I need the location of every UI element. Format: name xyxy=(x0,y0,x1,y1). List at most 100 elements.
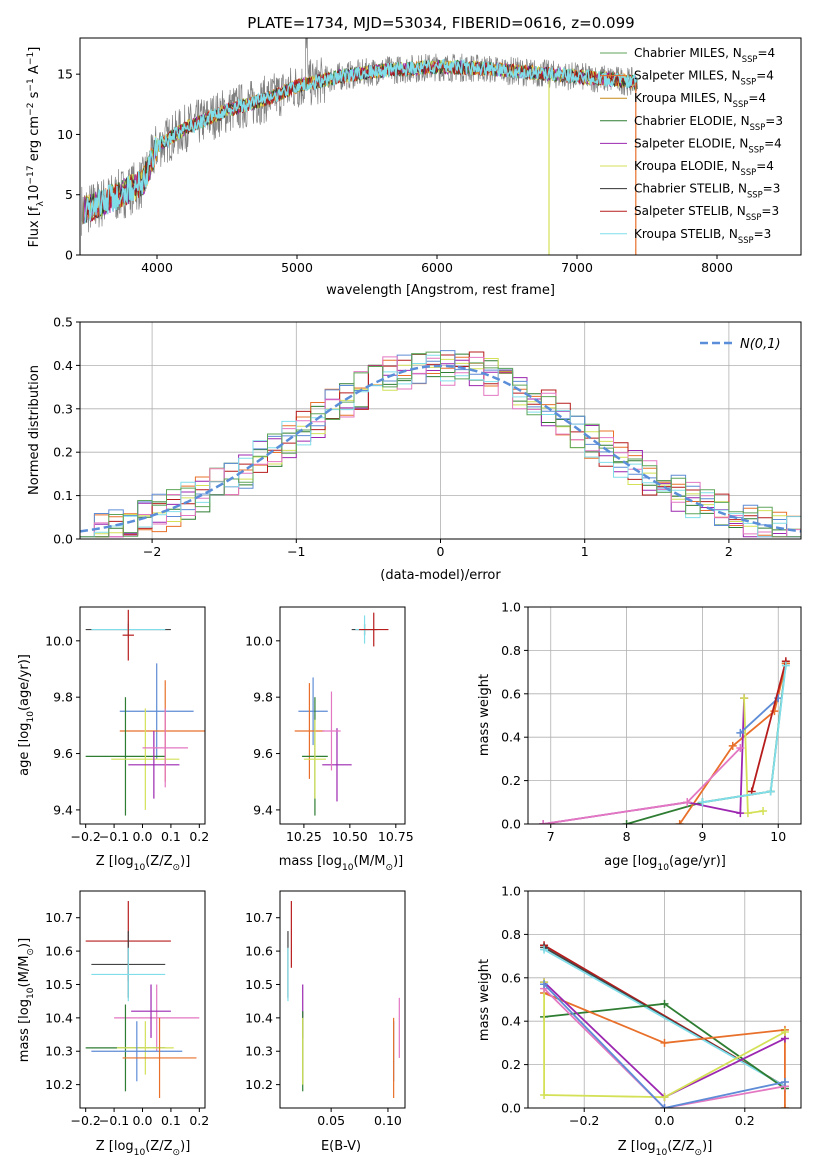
y-tick-label: 1.0 xyxy=(501,600,521,615)
plus-marker xyxy=(728,741,737,750)
histogram-step-line xyxy=(80,354,801,538)
mass-weight-line xyxy=(543,987,786,1108)
x-tick-label: 5000 xyxy=(281,260,313,275)
x-axis-label: E(B-V) xyxy=(321,1139,361,1154)
x-tick-label: 0.2 xyxy=(189,829,209,844)
plus-marker xyxy=(766,787,775,796)
plot-area xyxy=(528,891,801,1108)
mass-weight-vs-metallicity-panel: −0.2 0.0 0.2 0.0 0.2 0.4 0.6 0.8 1.0 Z [log10(Z/Z… xyxy=(477,884,802,1158)
mass-weight-line xyxy=(739,697,779,734)
x-tick-label: 0.2 xyxy=(189,1113,209,1128)
y-tick-label: 0.2 xyxy=(501,1057,521,1072)
y-tick-label: 0.1 xyxy=(53,488,73,503)
x-tick-label: −0.2 xyxy=(71,829,101,844)
y-axis-label: age [log10(age/yr)] xyxy=(17,654,36,776)
x-tick-label: 1 xyxy=(581,544,589,559)
x-tick-label: 0.0 xyxy=(655,1113,675,1128)
age-vs-mass-panel: 10.25 10.50 10.75 9.4 9.6 9.8 10.0 mass [log10(… xyxy=(245,606,414,873)
plus-marker xyxy=(759,806,768,815)
x-tick-label: −0.1 xyxy=(99,829,129,844)
x-tick-label: −2 xyxy=(143,544,161,559)
x-axis-label: (data-model)/error xyxy=(380,568,501,583)
y-tick-label: 9.4 xyxy=(53,802,73,817)
x-tick-label: 6000 xyxy=(421,260,453,275)
y-tick-label: 10.2 xyxy=(245,1077,273,1092)
y-tick-label: 5 xyxy=(65,187,73,202)
y-tick-label: 9.6 xyxy=(53,746,73,761)
y-tick-label: 0.0 xyxy=(53,532,73,547)
axes-frame xyxy=(279,606,406,825)
mass-weight-line xyxy=(678,663,787,824)
y-axis-label: Flux [fλ10−17 erg cm−2 s−1 A−1] xyxy=(26,47,46,248)
x-tick-label: 0.0 xyxy=(133,829,153,844)
y-tick-label: 10.7 xyxy=(45,910,73,925)
plot-area xyxy=(85,609,205,816)
x-tick-label: −0.1 xyxy=(99,1113,129,1128)
y-tick-label: 10.0 xyxy=(45,633,73,648)
x-tick-label: 0.05 xyxy=(317,1113,345,1128)
plus-marker xyxy=(660,1104,669,1108)
axes-frame xyxy=(79,37,802,256)
y-tick-label: 10.6 xyxy=(45,944,73,959)
y-tick-label: 10.2 xyxy=(45,1077,73,1092)
y-tick-label: 0.4 xyxy=(501,730,521,745)
plus-marker xyxy=(540,1090,549,1099)
y-tick-label: 10.0 xyxy=(245,633,273,648)
x-tick-label: 0.1 xyxy=(161,829,181,844)
legend-label: Kroupa ELODIE, NSSP=4 xyxy=(634,159,774,177)
y-axis-label: Normed distribution xyxy=(27,365,42,495)
y-tick-label: 10.5 xyxy=(45,977,73,992)
x-tick-label: 0.2 xyxy=(735,1113,755,1128)
x-tick-label: 4000 xyxy=(141,260,173,275)
plus-marker xyxy=(660,1038,669,1047)
plus-marker xyxy=(780,1077,789,1086)
legend-label: Chabrier ELODIE, NSSP=3 xyxy=(634,114,783,132)
plus-marker xyxy=(698,798,707,807)
mass-weight-line xyxy=(543,992,786,1108)
x-tick-label: 9 xyxy=(698,829,706,844)
legend-label: Salpeter ELODIE, NSSP=4 xyxy=(634,136,782,154)
axes-frame xyxy=(527,606,802,825)
residual-histogram-panel: −2 −1 0 1 2 0.0 0.1 0.2 0.3 0.4 0.5 N(0,1) (data-mod… xyxy=(27,315,802,583)
plus-marker xyxy=(780,1104,789,1108)
x-tick-label: 10.75 xyxy=(378,829,414,844)
y-tick-label: 10 xyxy=(57,127,73,142)
plus-marker xyxy=(736,809,745,818)
y-tick-label: 0.4 xyxy=(53,358,73,373)
mass-vs-ebv-panel: 0.05 0.10 10.2 10.3 10.4 10.5 10.6 10.7 E(B-V) xyxy=(245,890,406,1154)
plus-marker xyxy=(539,820,548,824)
legend-label: N(0,1) xyxy=(740,337,781,352)
gaussian-reference-line xyxy=(80,364,801,533)
x-tick-label: 8000 xyxy=(701,260,733,275)
plus-marker xyxy=(622,820,631,824)
plot-area xyxy=(81,38,638,255)
x-tick-label: −0.2 xyxy=(71,1113,101,1128)
x-axis-label: Z [log10(Z/Z⊙)] xyxy=(618,1139,713,1158)
x-tick-label: −0.2 xyxy=(569,1113,599,1128)
x-tick-label: 7 xyxy=(547,829,555,844)
age-vs-metallicity-panel: −0.2−0.1 0.0 0.1 0.2 9.4 9.6 9.8 10.0 Z [log10(Z… xyxy=(17,606,209,873)
legend-label: Chabrier MILES, NSSP=4 xyxy=(634,46,775,64)
plus-marker xyxy=(540,945,549,954)
y-tick-label: 10.3 xyxy=(45,1044,73,1059)
legend-label: Chabrier STELIB, NSSP=3 xyxy=(634,182,780,200)
plus-marker xyxy=(743,809,752,818)
y-axis-label: mass weight xyxy=(477,674,492,756)
y-tick-label: 10.6 xyxy=(245,944,273,959)
x-tick-label: 0.10 xyxy=(374,1113,402,1128)
x-tick-label: 7000 xyxy=(561,260,593,275)
y-tick-label: 0.2 xyxy=(53,445,73,460)
y-tick-label: 0.0 xyxy=(501,1101,521,1116)
y-tick-label: 0.4 xyxy=(501,1014,521,1029)
mass-weight-line xyxy=(543,948,786,1088)
y-tick-label: 10.4 xyxy=(45,1010,73,1025)
spectrum-panel: 4000 5000 6000 7000 8000 0 5 10 15 Chabrier MILES… xyxy=(26,37,802,298)
plus-marker xyxy=(540,980,549,989)
y-tick-label: 0.8 xyxy=(501,643,521,658)
axes-frame xyxy=(279,890,406,1109)
y-tick-label: 10.3 xyxy=(245,1044,273,1059)
y-tick-label: 15 xyxy=(57,67,73,82)
y-tick-label: 10.4 xyxy=(245,1010,273,1025)
x-tick-label: 10.50 xyxy=(332,829,368,844)
